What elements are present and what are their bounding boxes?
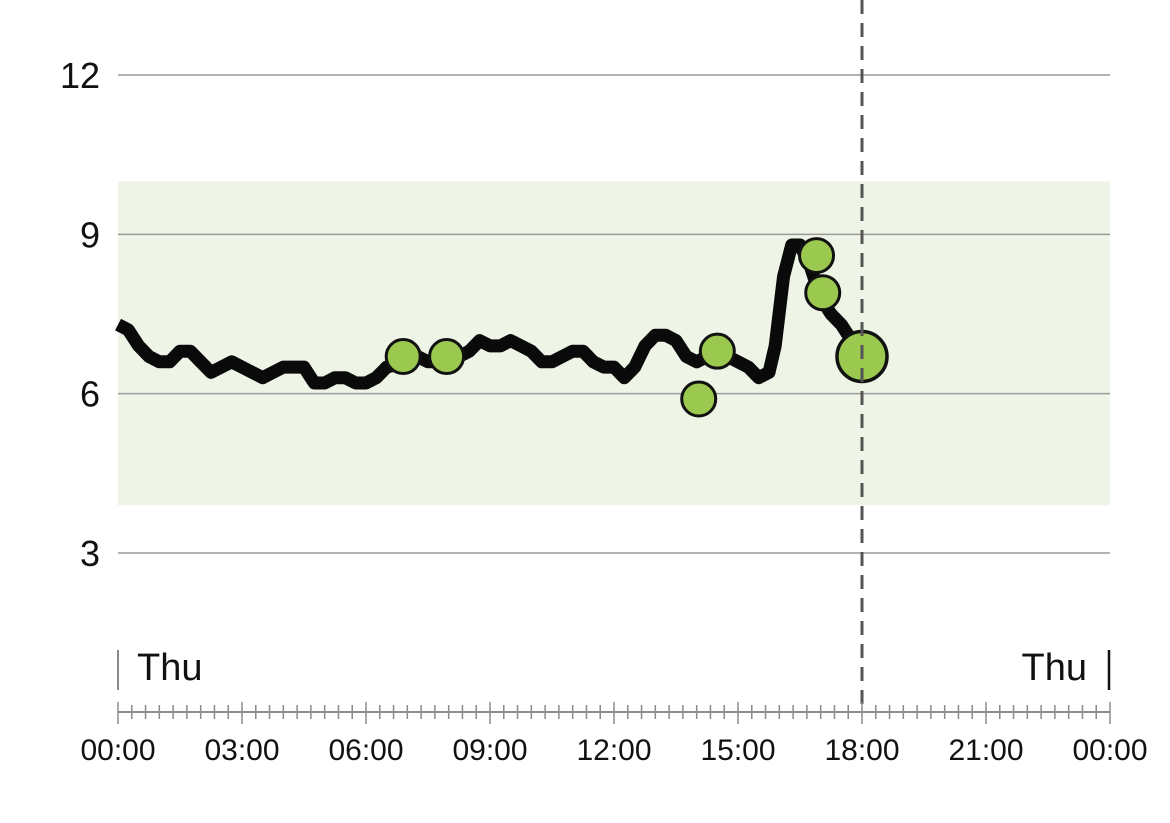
target-range-band (118, 181, 1110, 506)
glucose-trend-line (115, 238, 858, 390)
x-tick-label-7: 21:00 (948, 734, 1023, 767)
x-tick-label-3: 09:00 (452, 734, 527, 767)
reading-marker-2 (428, 337, 466, 375)
y-tick-label-3: 3 (80, 533, 100, 574)
x-tick-label-5: 15:00 (700, 734, 775, 767)
x-tick-label-2: 06:00 (328, 734, 403, 767)
x-tick-label-0: 00:00 (80, 734, 155, 767)
reading-marker-5 (798, 237, 836, 275)
y-tick-label-12: 12 (60, 55, 100, 96)
day-label-end: Thu (1022, 647, 1087, 689)
reading-marker-3 (680, 380, 718, 418)
x-tick-label-4: 12:00 (576, 734, 651, 767)
y-tick-label-6: 6 (80, 374, 100, 415)
reading-marker-1 (384, 337, 422, 375)
day-label-start: Thu (137, 647, 202, 689)
x-tick-label-1: 03:00 (204, 734, 279, 767)
reading-marker-4 (698, 332, 736, 370)
y-tick-label-9: 9 (80, 214, 100, 255)
x-tick-label-6: 18:00 (824, 734, 899, 767)
reading-marker-6 (804, 274, 842, 312)
x-tick-label-8: 00:00 (1072, 734, 1147, 767)
